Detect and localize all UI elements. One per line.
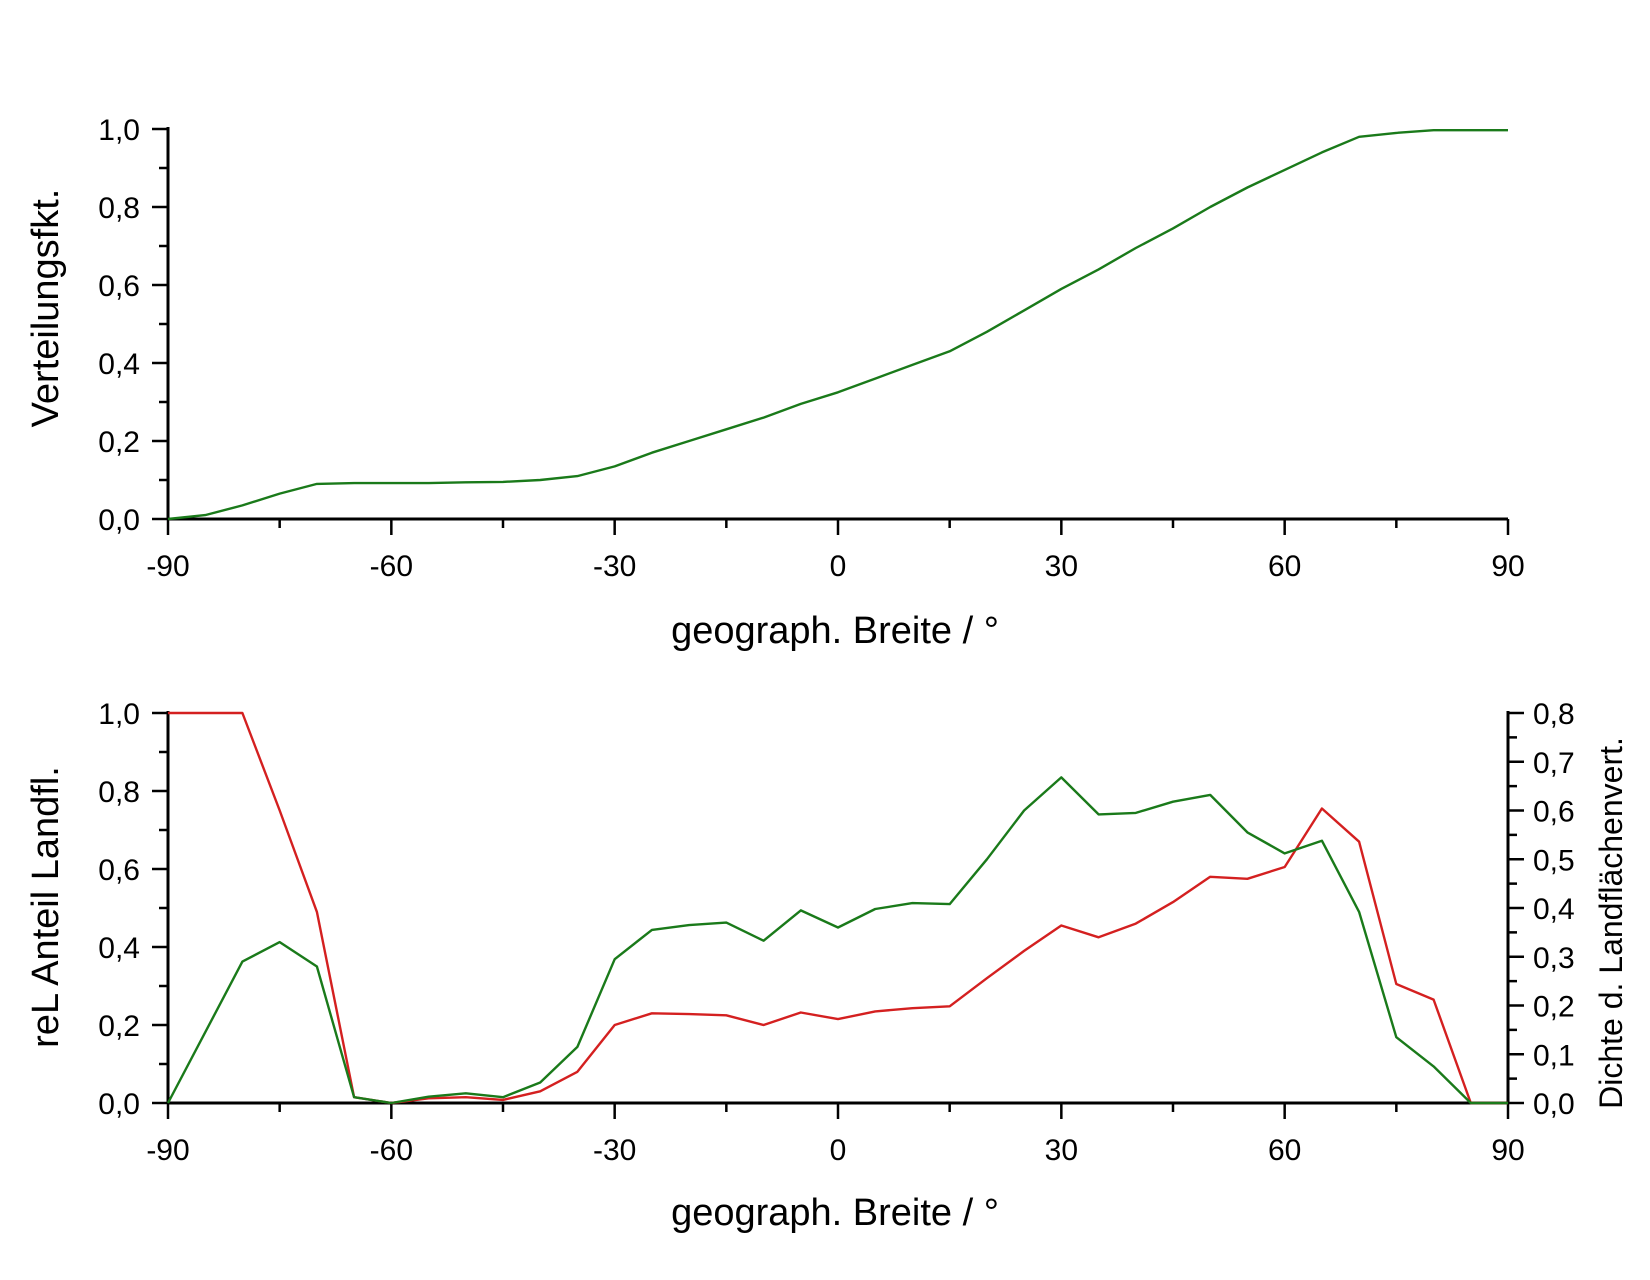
top-y-tick-label: 0,8 bbox=[98, 192, 140, 225]
bottom-right-y-tick-label: 0,1 bbox=[1533, 1039, 1575, 1072]
bottom-right-y-tick-label: 0,0 bbox=[1533, 1088, 1575, 1121]
top-y-tick-label: 0,0 bbox=[98, 504, 140, 537]
bottom-x-tick-label: 90 bbox=[1491, 1134, 1524, 1167]
bottom-x-axis-title: geograph. Breite / ° bbox=[671, 1192, 999, 1234]
bottom-y-tick-label: 1,0 bbox=[98, 698, 140, 731]
bottom-right-y-tick-label: 0,7 bbox=[1533, 747, 1575, 780]
bottom-y-tick-label: 0,8 bbox=[98, 776, 140, 809]
top-x-axis-title: geograph. Breite / ° bbox=[671, 610, 999, 652]
bottom-x-tick-label: 0 bbox=[830, 1134, 847, 1167]
top-x-tick-label: 60 bbox=[1268, 550, 1301, 583]
top-y-tick-label: 1,0 bbox=[98, 114, 140, 147]
bottom-x-tick-label: 60 bbox=[1268, 1134, 1301, 1167]
bottom-right-y-tick-label: 0,5 bbox=[1533, 844, 1575, 877]
top-x-tick-label: -30 bbox=[593, 550, 636, 583]
top-chart: geograph. Breite / ° Verteilungsfkt. -90… bbox=[25, 114, 1525, 652]
bottom-right-y-tick-label: 0,2 bbox=[1533, 991, 1575, 1024]
bottom-y-tick-label: 0,2 bbox=[98, 1010, 140, 1043]
bottom-right-y-axis-title: Dichte d. Landflächenvert. bbox=[1593, 737, 1629, 1109]
top-x-tick-label: 90 bbox=[1491, 550, 1524, 583]
top-x-tick-label: 0 bbox=[830, 550, 847, 583]
bottom-right-y-tick-label: 0,8 bbox=[1533, 698, 1575, 731]
top-x-tick-label: 30 bbox=[1045, 550, 1078, 583]
bottom-y-axis-title: reL Anteil Landfl. bbox=[25, 766, 67, 1048]
bottom-y-tick-label: 0,0 bbox=[98, 1088, 140, 1121]
bottom-right-y-tick-label: 0,6 bbox=[1533, 796, 1575, 829]
top-x-tick-label: -60 bbox=[370, 550, 413, 583]
top-y-axis-title: Verteilungsfkt. bbox=[25, 189, 67, 428]
top-y-tick-label: 0,2 bbox=[98, 426, 140, 459]
top-x-tick-label: -90 bbox=[146, 550, 189, 583]
top-series-line-line bbox=[167, 128, 1508, 521]
bottom-x-tick-label: 30 bbox=[1045, 1134, 1078, 1167]
top-y-tick-label: 0,6 bbox=[98, 270, 140, 303]
bottom-x-tick-label: -60 bbox=[370, 1134, 413, 1167]
top-y-tick-label: 0,4 bbox=[98, 348, 140, 381]
bottom-series-green-line bbox=[166, 776, 1508, 1105]
bottom-right-y-tick-label: 0,4 bbox=[1533, 893, 1575, 926]
bottom-series-red-line bbox=[168, 711, 1508, 1105]
bottom-y-tick-label: 0,6 bbox=[98, 854, 140, 887]
bottom-x-tick-label: -30 bbox=[593, 1134, 636, 1167]
bottom-y-tick-label: 0,4 bbox=[98, 932, 140, 965]
bottom-right-y-tick-label: 0,3 bbox=[1533, 942, 1575, 975]
bottom-x-tick-label: -90 bbox=[146, 1134, 189, 1167]
bottom-chart: geograph. Breite / ° reL Anteil Landfl. … bbox=[25, 698, 1629, 1234]
